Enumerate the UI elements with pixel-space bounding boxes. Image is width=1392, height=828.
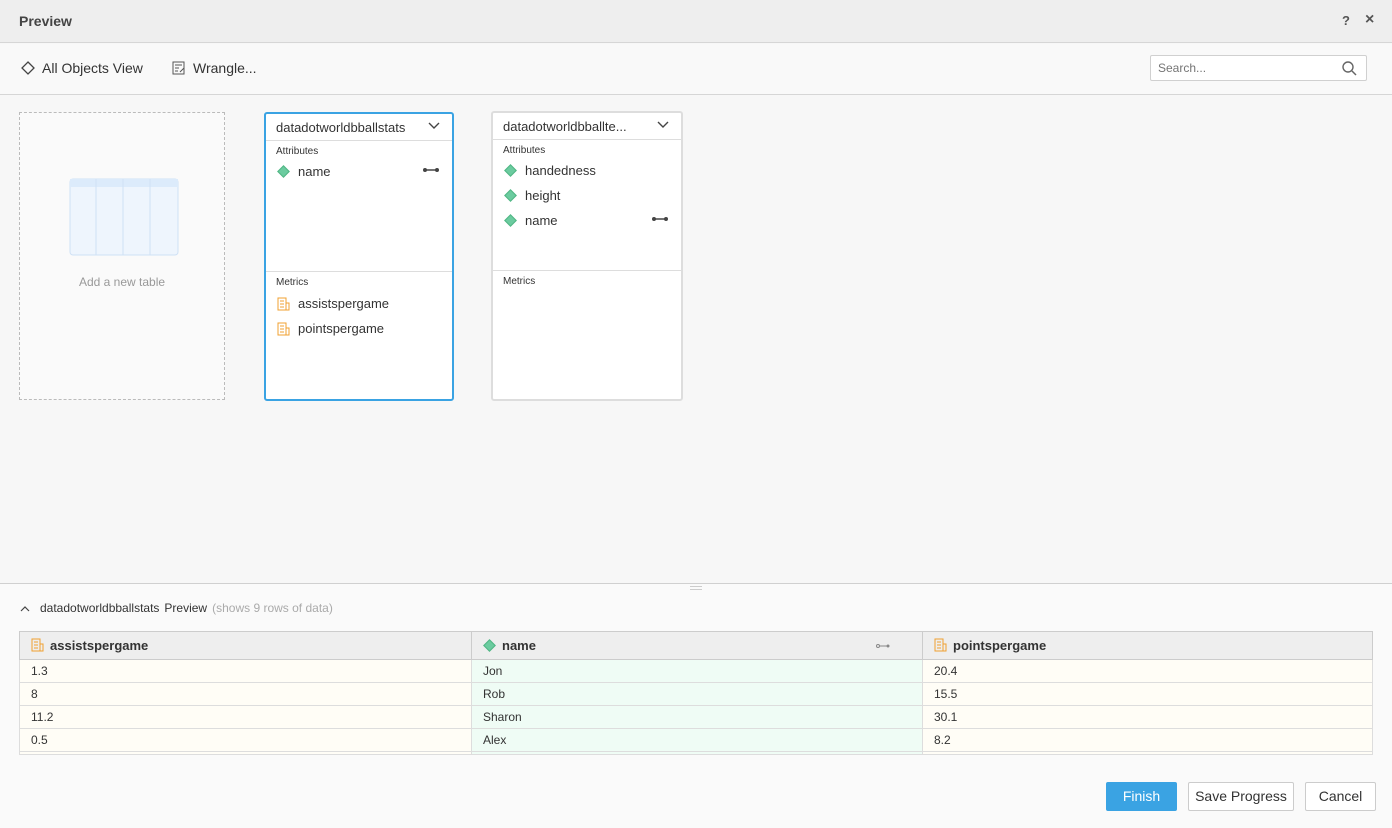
metrics-heading: Metrics xyxy=(276,277,309,288)
table-cell: 0.5 xyxy=(19,728,472,752)
chevron-down-icon[interactable] xyxy=(428,119,440,131)
table-row-partial xyxy=(19,751,1373,755)
key-link-icon xyxy=(876,644,890,648)
table-cell: Alex xyxy=(471,728,923,752)
table-cell xyxy=(19,751,472,755)
preview-panel: datadotworldbballstats Preview (shows 9 … xyxy=(0,583,1392,828)
table-cell xyxy=(922,751,1373,755)
attribute-icon xyxy=(277,165,290,178)
table-cell: Jon xyxy=(471,659,923,683)
table-card-bballteams[interactable]: datadotworldbballte... Attributes handed… xyxy=(491,111,683,401)
search-icon[interactable] xyxy=(1341,60,1357,76)
key-link-icon xyxy=(423,168,439,172)
column-header-name[interactable]: name xyxy=(471,631,923,660)
column-label: name xyxy=(502,638,536,653)
metric-icon xyxy=(31,638,44,652)
metrics-heading: Metrics xyxy=(503,276,536,287)
table-cell: 15.5 xyxy=(922,682,1373,706)
toolbar: All Objects View Wrangle... xyxy=(0,44,1392,95)
table-name: datadotworldbballstats xyxy=(276,120,406,135)
preview-note: (shows 9 rows of data) xyxy=(212,601,333,615)
table-row: 1.3 Jon 20.4 xyxy=(19,659,1373,683)
table-cell xyxy=(471,751,923,755)
wrangle-button[interactable]: Wrangle... xyxy=(172,60,257,76)
attribute-icon xyxy=(483,639,496,652)
column-label: assistspergame xyxy=(50,638,149,653)
table-card-header[interactable]: datadotworldbballstats xyxy=(266,114,452,141)
finish-button[interactable]: Finish xyxy=(1106,782,1177,811)
attribute-label: name xyxy=(298,164,331,179)
attribute-label: handedness xyxy=(525,163,596,178)
metric-item[interactable]: pointspergame xyxy=(266,316,452,341)
help-icon[interactable]: ? xyxy=(1342,13,1350,28)
attribute-item[interactable]: height xyxy=(493,183,681,208)
preview-header: datadotworldbballstats Preview (shows 9 … xyxy=(20,601,333,615)
table-header-row: assistspergame name pointspergame xyxy=(19,631,1373,660)
wrangle-label: Wrangle... xyxy=(193,60,257,76)
search-box[interactable] xyxy=(1150,55,1367,81)
preview-label: Preview xyxy=(164,601,208,615)
metric-icon xyxy=(934,638,947,652)
table-cell: 11.2 xyxy=(19,705,472,729)
cancel-button[interactable]: Cancel xyxy=(1305,782,1376,811)
metric-icon xyxy=(277,322,290,335)
add-new-table-dropzone[interactable]: Add a new table xyxy=(19,112,225,400)
table-cell: 20.4 xyxy=(922,659,1373,683)
table-cell: Sharon xyxy=(471,705,923,729)
table-cell: 1.3 xyxy=(19,659,472,683)
attributes-heading: Attributes xyxy=(503,145,546,156)
all-objects-view-button[interactable]: All Objects View xyxy=(21,60,143,76)
close-icon[interactable]: × xyxy=(1365,11,1375,28)
table-cell: 8.2 xyxy=(922,728,1373,752)
attribute-item[interactable]: handedness xyxy=(493,158,681,183)
column-header-pointspergame[interactable]: pointspergame xyxy=(922,631,1373,660)
search-input[interactable] xyxy=(1151,56,1331,80)
chevron-up-icon[interactable] xyxy=(20,604,30,612)
table-name: datadotworldbballte... xyxy=(503,119,627,134)
all-objects-view-label: All Objects View xyxy=(42,60,143,76)
metric-icon xyxy=(277,297,290,310)
column-label: pointspergame xyxy=(953,638,1047,653)
table-row: 8 Rob 15.5 xyxy=(19,682,1373,706)
metric-label: pointspergame xyxy=(298,321,384,336)
wrangle-icon xyxy=(172,61,185,75)
window-title: Preview xyxy=(19,13,72,29)
save-progress-button[interactable]: Save Progress xyxy=(1188,782,1294,811)
preview-table: assistspergame name pointspergame 1.3 Jon… xyxy=(19,631,1373,755)
chevron-down-icon[interactable] xyxy=(657,118,669,130)
table-placeholder-icon xyxy=(69,178,179,256)
attribute-icon xyxy=(504,189,517,202)
table-card-bballstats[interactable]: datadotworldbballstats Attributes name M… xyxy=(264,112,454,401)
column-header-assistspergame[interactable]: assistspergame xyxy=(19,631,472,660)
table-cell: 8 xyxy=(19,682,472,706)
preview-table-name: datadotworldbballstats xyxy=(40,601,160,615)
metric-item[interactable]: assistspergame xyxy=(266,291,452,316)
metric-label: assistspergame xyxy=(298,296,390,311)
attribute-label: name xyxy=(525,213,558,228)
resize-handle[interactable] xyxy=(690,586,702,590)
title-bar: Preview ? × xyxy=(0,0,1392,43)
table-row: 11.2 Sharon 30.1 xyxy=(19,705,1373,729)
table-cell: Rob xyxy=(471,682,923,706)
attribute-item[interactable]: name xyxy=(266,159,452,184)
table-card-header[interactable]: datadotworldbballte... xyxy=(493,113,681,140)
attribute-icon xyxy=(504,164,517,177)
diamond-outline-icon xyxy=(21,61,35,75)
key-link-icon xyxy=(652,217,668,221)
add-new-table-label: Add a new table xyxy=(78,275,166,289)
attributes-heading: Attributes xyxy=(276,146,319,157)
table-cell: 30.1 xyxy=(922,705,1373,729)
attribute-item[interactable]: name xyxy=(493,208,681,233)
table-row: 0.5 Alex 8.2 xyxy=(19,728,1373,752)
attribute-icon xyxy=(504,214,517,227)
attribute-label: height xyxy=(525,188,561,203)
